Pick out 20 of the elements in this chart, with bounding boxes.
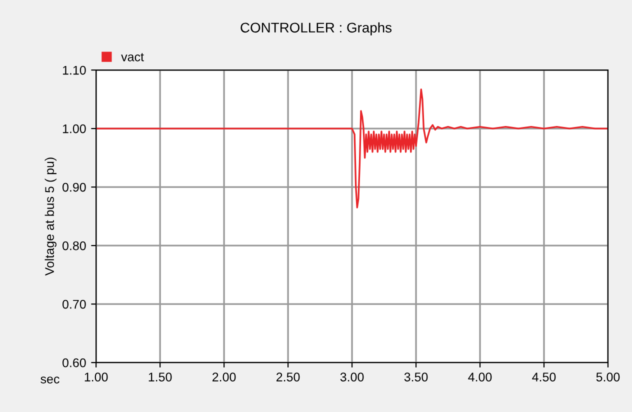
x-tick-label: 3.00 (340, 372, 364, 382)
x-tick-label: 3.50 (404, 372, 428, 382)
x-tick-label: 1.00 (84, 372, 108, 382)
chart-title: CONTROLLER : Graphs (240, 22, 392, 36)
y-axis-title: Voltage at bus 5 ( pu) (44, 158, 56, 276)
y-tick-label: 1.00 (62, 124, 86, 134)
x-tick-label: 2.50 (276, 372, 300, 382)
y-tick-label: 1.10 (62, 66, 86, 75)
line-series (96, 88, 608, 208)
x-tick-label: 2.00 (212, 372, 236, 382)
y-tick-label: 0.90 (62, 182, 86, 192)
x-tick-label: 5.00 (596, 372, 620, 382)
y-tick-label: 0.70 (62, 300, 86, 309)
x-tick-label: 1.50 (148, 372, 172, 382)
x-axis-title: sec (40, 376, 60, 384)
y-tick-label: 0.60 (62, 358, 86, 368)
y-tick-label: 0.80 (62, 241, 86, 250)
legend-label: vact (121, 53, 144, 62)
x-tick-label: 4.00 (468, 372, 492, 382)
x-tick-label: 4.50 (532, 372, 556, 382)
